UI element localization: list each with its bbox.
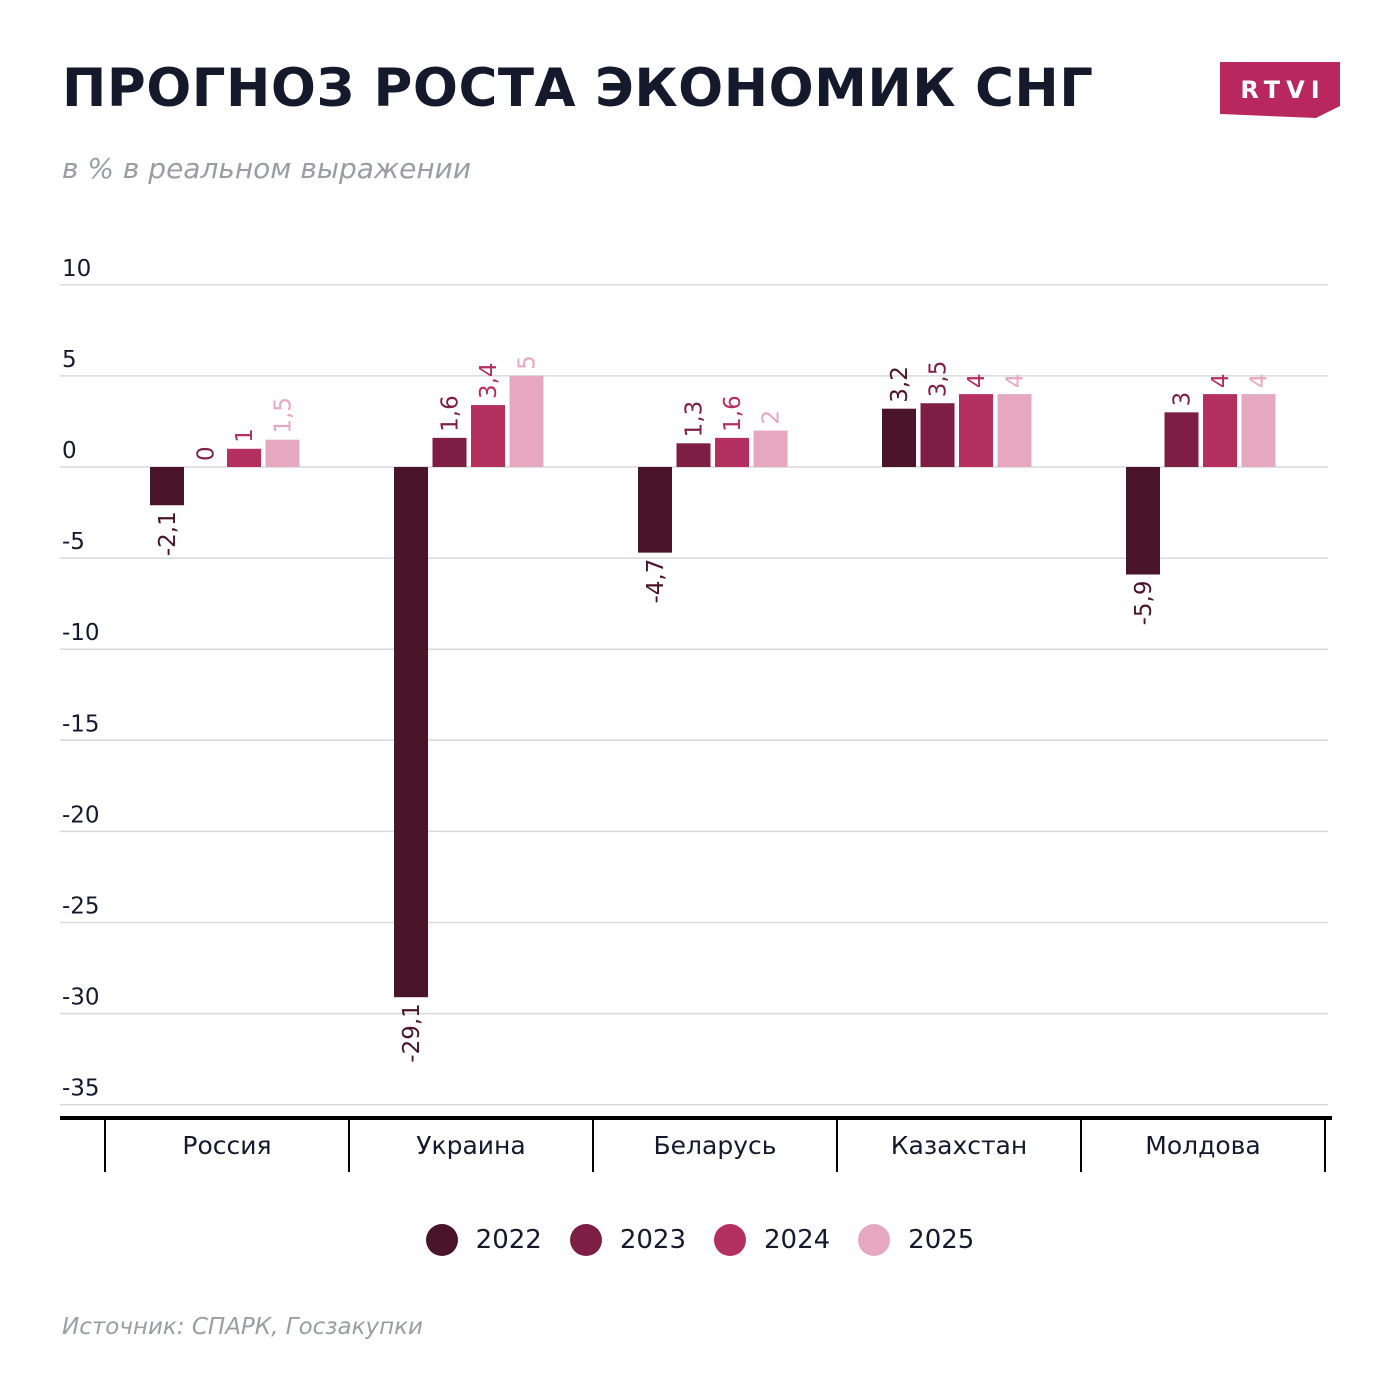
category-label: Беларусь: [654, 1131, 777, 1160]
legend-swatch: [714, 1224, 746, 1256]
legend-item: 2023: [569, 1224, 686, 1256]
bar-2023: [920, 403, 955, 467]
source-note: Источник: СПАРК, Госзакупки: [62, 1314, 423, 1340]
y-tick-label: -20: [62, 802, 100, 828]
bar-chart: 1050-5-10-15-20-25-30-35-2,1011,5Россия-…: [60, 256, 1332, 1172]
legend-swatch: [425, 1224, 458, 1256]
page-title: ПРОГНОЗ РОСТА ЭКОНОМИК СНГ: [62, 58, 1094, 119]
data-label: -4,7: [643, 559, 669, 604]
y-tick-label: -35: [62, 1076, 100, 1102]
data-label: 4: [1208, 373, 1234, 388]
data-label: 1,6: [438, 395, 464, 432]
data-label: 1,5: [271, 397, 297, 434]
y-tick-label: -15: [62, 711, 100, 737]
chart-legend: 2022 2023 2024 2025: [0, 1218, 1400, 1262]
category-label: Молдова: [1145, 1131, 1260, 1160]
data-label: 1,6: [720, 395, 746, 432]
legend-swatch: [569, 1224, 602, 1256]
bar-2024: [959, 394, 993, 467]
data-label: 2: [759, 410, 785, 425]
bar-2025: [509, 375, 544, 467]
logo-badge: [1220, 62, 1340, 118]
data-label: 4: [964, 373, 990, 388]
legend-swatch: [858, 1224, 891, 1256]
legend-item: 2022: [425, 1224, 542, 1256]
bar-2024: [227, 448, 261, 467]
data-label: 3,2: [887, 366, 913, 403]
legend-label: 2022: [475, 1225, 542, 1255]
legend-label: 2025: [908, 1225, 975, 1255]
y-tick-label: -30: [62, 985, 100, 1011]
y-tick-label: 10: [62, 256, 91, 282]
data-label: -5,9: [1131, 580, 1157, 625]
bar-2025: [1241, 394, 1276, 467]
data-label: 3: [1170, 392, 1196, 407]
bar-2025: [753, 430, 788, 467]
legend-label: 2024: [764, 1225, 831, 1255]
y-tick-label: -25: [62, 894, 100, 920]
bar-2022: [882, 408, 916, 467]
y-tick-label: 5: [62, 347, 77, 373]
data-label: -29,1: [399, 1003, 425, 1063]
bar-2023: [676, 443, 711, 467]
data-label: -2,1: [155, 511, 181, 556]
data-label: 5: [515, 355, 541, 370]
rtvi-logo: [1220, 62, 1340, 118]
bar-2022: [150, 467, 184, 506]
category-label: Россия: [182, 1131, 271, 1160]
bar-2023: [1164, 412, 1199, 467]
page-subtitle: в % в реальном выражении: [62, 152, 472, 185]
data-label: 4: [1247, 373, 1273, 388]
bar-2024: [715, 437, 749, 467]
data-label: 1: [232, 428, 258, 443]
bar-2022: [1126, 467, 1160, 575]
category-label: Украина: [416, 1131, 525, 1160]
legend-item: 2025: [858, 1224, 974, 1256]
y-tick-label: -10: [62, 620, 100, 646]
data-label: 3,4: [476, 362, 502, 399]
data-label: 1,3: [682, 401, 708, 438]
bar-2022: [394, 467, 428, 998]
bar-2025: [997, 394, 1032, 467]
category-label: Казахстан: [891, 1131, 1027, 1160]
bar-2024: [471, 405, 505, 467]
data-label: 0: [194, 446, 220, 461]
y-tick-label: -5: [62, 529, 85, 555]
bar-2025: [265, 439, 300, 467]
bar-2024: [1203, 394, 1237, 467]
data-label: 4: [1003, 373, 1029, 388]
legend-label: 2023: [619, 1225, 686, 1255]
legend-item: 2024: [714, 1224, 830, 1256]
bar-2022: [638, 467, 672, 553]
bar-2023: [432, 437, 467, 467]
data-label: 3,5: [926, 361, 952, 398]
y-tick-label: 0: [62, 438, 77, 464]
logo-text: RTVI: [1240, 76, 1326, 104]
